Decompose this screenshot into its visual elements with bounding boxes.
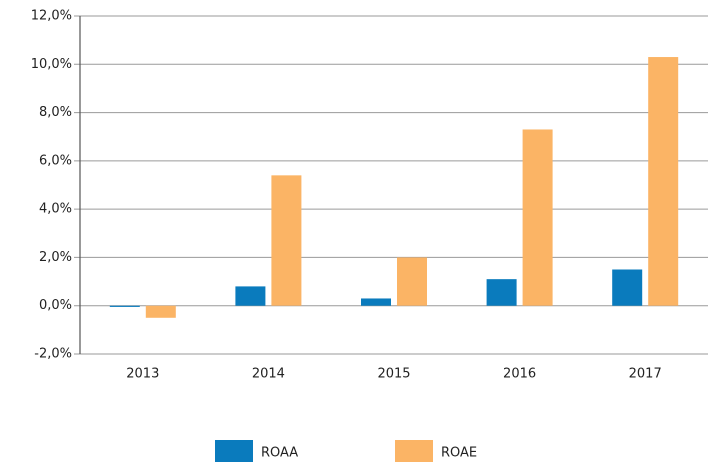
y-tick-label: 0,0%: [39, 298, 72, 313]
y-tick-label: 8,0%: [39, 105, 72, 120]
bar: [109, 305, 140, 307]
y-tick-label: 4,0%: [39, 202, 72, 217]
x-tick-label: 2016: [503, 367, 536, 382]
x-tick-label: 2015: [377, 367, 410, 382]
bar: [648, 57, 679, 306]
bar: [361, 298, 391, 306]
x-tick-label: 2013: [126, 367, 159, 382]
y-tick-label: 6,0%: [39, 153, 72, 168]
bar: [612, 269, 643, 306]
bar: [235, 286, 266, 306]
x-tick-label: 2014: [252, 367, 285, 382]
bar: [486, 279, 517, 306]
legend-swatch: [395, 440, 433, 462]
y-tick-label: -2,0%: [34, 347, 72, 362]
x-tick-label: 2017: [629, 367, 662, 382]
y-tick-label: 2,0%: [39, 250, 72, 265]
bar: [522, 129, 553, 306]
y-tick-label: 12,0%: [31, 9, 72, 24]
legend-label: ROAE: [441, 446, 477, 461]
y-tick-label: 10,0%: [31, 57, 72, 72]
bar: [397, 257, 427, 306]
bar: [145, 305, 176, 318]
bar: [271, 175, 302, 306]
legend-swatch: [215, 440, 253, 462]
legend-label: ROAA: [261, 446, 298, 461]
